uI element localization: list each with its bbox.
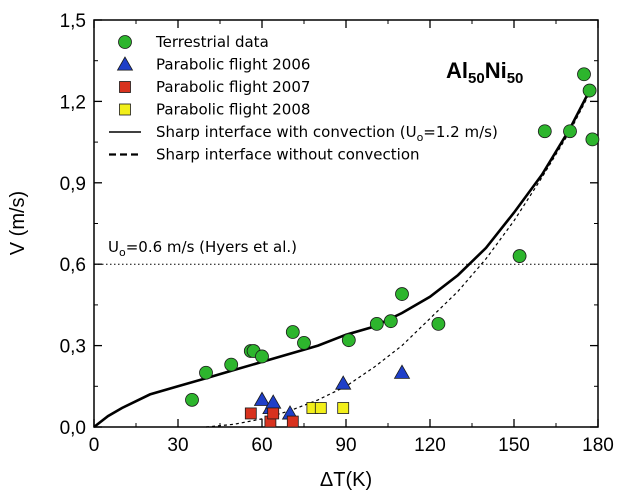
pf2007-point <box>267 407 280 420</box>
reference-label-main: U <box>108 238 119 256</box>
terrestrial-point <box>577 67 591 82</box>
y-axis-title: V (m/s) <box>7 191 29 255</box>
legend-label-terrestrial: Terrestrial data <box>155 33 269 51</box>
terrestrial-point <box>383 314 398 329</box>
x-tick-label: 30 <box>167 435 188 456</box>
formula-ni: Ni <box>485 58 507 83</box>
legend-label-pf2007: Parabolic flight 2007 <box>156 78 310 96</box>
tick-labels: 0 30 60 90 120 150 180 0,0 0,3 0,6 0,9 1,2 1,5 <box>60 11 614 456</box>
x-axis-title: ΔT(K) <box>320 469 372 491</box>
terrestrial-point <box>563 124 577 139</box>
terrestrial-point <box>512 249 527 263</box>
legend-marker-pf2008 <box>119 103 131 116</box>
formula-al: Al <box>446 58 468 83</box>
x-tick-label: 120 <box>414 435 446 456</box>
legend-label-pf2006: Parabolic flight 2006 <box>156 56 310 74</box>
reference-line-label: Uo=0.6 m/s (Hyers et al.) <box>108 238 297 259</box>
terrestrial-point <box>395 287 409 301</box>
y-tick-label: 0,6 <box>60 255 86 276</box>
terrestrial-point <box>297 335 311 350</box>
legend-marker-pf2007 <box>119 81 131 93</box>
formula-sub-1: 50 <box>468 70 485 87</box>
y-tick-label: 1,2 <box>60 92 86 113</box>
pf2006-point <box>393 364 411 379</box>
reference-label-rest: =0.6 m/s (Hyers et al.) <box>126 238 297 256</box>
terrestrial-point <box>582 83 597 98</box>
pf2008-point <box>337 402 350 414</box>
y-tick-label: 0,9 <box>60 174 86 195</box>
legend-marker-pf2006 <box>116 56 134 71</box>
legend-label-dashed: Sharp interface without convection <box>156 146 420 164</box>
terrestrial-point <box>199 365 213 380</box>
terrestrial-point <box>185 392 199 407</box>
formula-sub-2: 50 <box>507 70 524 87</box>
terrestrial-point <box>224 357 239 372</box>
terrestrial-point <box>341 333 356 348</box>
pf2007-point <box>244 407 257 420</box>
legend-label-pf2008: Parabolic flight 2008 <box>156 101 310 119</box>
terrestrial-point <box>585 132 600 147</box>
legend: Terrestrial data Parabolic flight 2006 Par… <box>109 33 498 164</box>
reference-label-sub: o <box>119 246 126 259</box>
y-tick-label: 0,0 <box>60 418 86 439</box>
x-tick-label: 90 <box>335 435 356 456</box>
terrestrial-point <box>285 325 300 339</box>
pf2008-point <box>314 402 327 414</box>
x-tick-label: 180 <box>582 435 614 456</box>
terrestrial-point <box>369 316 384 331</box>
chart-formula: Al50Ni50 <box>446 58 523 87</box>
terrestrial-point <box>431 316 446 331</box>
pf2006-point <box>335 375 352 390</box>
legend-label-part: =1.2 m/s) <box>423 123 498 141</box>
legend-marker-terrestrial <box>118 35 132 49</box>
x-tick-label: 0 <box>89 435 100 456</box>
curve-with-convection <box>93 84 594 429</box>
axis-ticks <box>93 19 599 428</box>
data-points <box>185 67 600 428</box>
x-tick-label: 150 <box>498 435 530 456</box>
y-tick-label: 0,3 <box>60 337 86 358</box>
plot-area <box>93 19 599 428</box>
legend-label-subscript: o <box>417 131 424 144</box>
pf2006-point <box>253 391 271 406</box>
pf2007-point <box>286 415 299 428</box>
terrestrial-point <box>537 124 552 139</box>
legend-label-solid: Sharp interface with convection (Uo=1.2 … <box>156 123 498 144</box>
legend-label-part: Sharp interface with convection (U <box>156 123 417 141</box>
terrestrial-point <box>255 349 269 364</box>
y-tick-label: 1,5 <box>60 11 86 32</box>
x-tick-label: 60 <box>251 435 272 456</box>
